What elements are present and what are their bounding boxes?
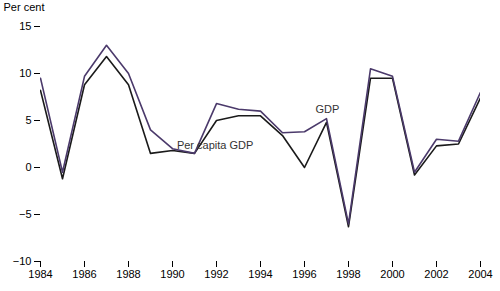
svg-text:1994: 1994 [248, 268, 272, 280]
svg-text:2004: 2004 [468, 268, 492, 280]
svg-text:15: 15 [19, 20, 31, 32]
svg-text:1990: 1990 [160, 268, 184, 280]
svg-text:Per cent: Per cent [4, 1, 45, 13]
svg-text:1984: 1984 [28, 268, 52, 280]
svg-text:1986: 1986 [72, 268, 96, 280]
svg-text:1996: 1996 [292, 268, 316, 280]
svg-text:2002: 2002 [424, 268, 448, 280]
svg-text:10: 10 [19, 67, 31, 79]
svg-text:GDP: GDP [316, 103, 340, 115]
svg-text:1992: 1992 [204, 268, 228, 280]
svg-text:5: 5 [25, 114, 31, 126]
svg-text:−10: −10 [13, 255, 32, 267]
svg-text:Per capita GDP: Per capita GDP [177, 139, 253, 151]
svg-text:0: 0 [25, 161, 31, 173]
svg-text:1988: 1988 [116, 268, 140, 280]
svg-text:1998: 1998 [336, 268, 360, 280]
svg-text:−5: −5 [19, 208, 32, 220]
svg-text:2000: 2000 [380, 268, 404, 280]
